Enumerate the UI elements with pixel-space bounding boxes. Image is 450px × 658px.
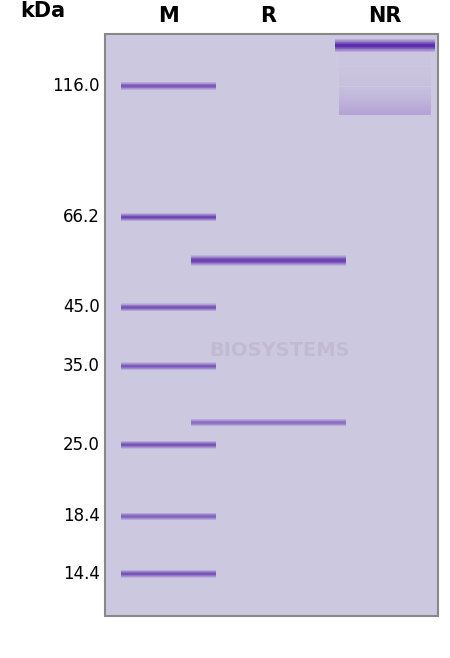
Bar [339, 86, 431, 89]
Bar [339, 60, 431, 62]
Bar [339, 91, 431, 93]
Bar [339, 66, 431, 68]
Bar [339, 95, 431, 97]
Bar [339, 71, 431, 73]
Text: kDa: kDa [20, 1, 65, 21]
Text: 45.0: 45.0 [63, 299, 100, 316]
Bar [339, 93, 431, 95]
Bar [339, 113, 431, 115]
Text: 35.0: 35.0 [63, 357, 100, 375]
Bar [339, 73, 431, 75]
Text: 116.0: 116.0 [53, 77, 100, 95]
Bar [339, 58, 431, 60]
Bar [339, 53, 431, 55]
Bar [339, 109, 431, 111]
Text: BIOSYSTEMS: BIOSYSTEMS [210, 342, 350, 361]
Text: 14.4: 14.4 [63, 565, 100, 583]
Bar [339, 64, 431, 66]
Bar [339, 78, 431, 80]
Bar [105, 34, 438, 617]
Bar [339, 102, 431, 104]
Bar [339, 111, 431, 113]
Bar [339, 68, 431, 71]
Bar [339, 80, 431, 82]
Bar [339, 84, 431, 86]
Bar [339, 62, 431, 64]
Bar [339, 97, 431, 100]
Bar [339, 55, 431, 57]
Bar [339, 104, 431, 107]
Bar [339, 100, 431, 102]
Text: M: M [158, 6, 178, 26]
Bar [339, 76, 431, 78]
Text: 66.2: 66.2 [63, 208, 100, 226]
Text: NR: NR [368, 6, 402, 26]
Text: 18.4: 18.4 [63, 507, 100, 526]
Bar [339, 89, 431, 91]
Bar [339, 82, 431, 84]
Bar [339, 51, 431, 53]
Bar [339, 107, 431, 109]
Bar [339, 49, 431, 51]
Text: 25.0: 25.0 [63, 436, 100, 454]
Text: R: R [260, 6, 276, 26]
